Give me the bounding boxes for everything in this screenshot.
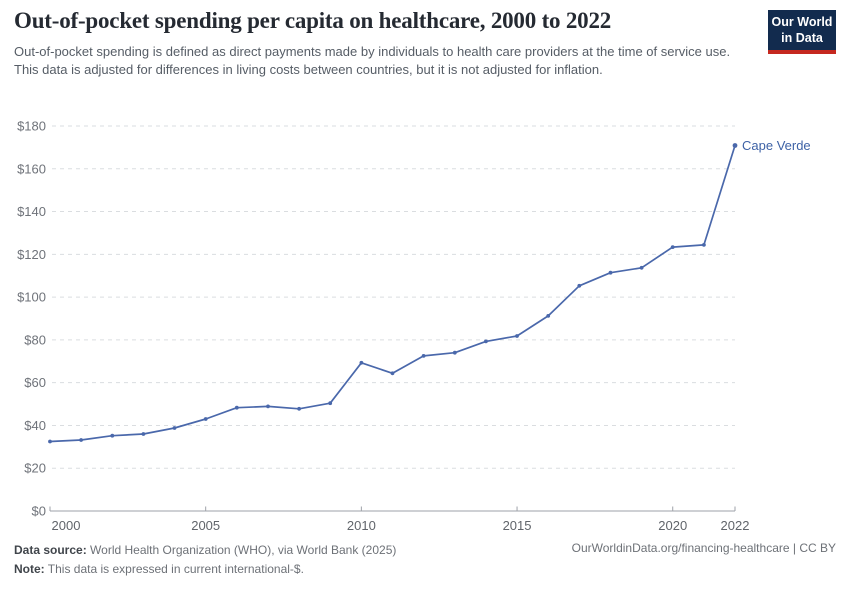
x-tick-label: 2000 [52, 518, 81, 533]
data-point[interactable] [172, 426, 177, 430]
data-point[interactable] [328, 401, 333, 406]
x-tick-label: 2010 [347, 518, 376, 533]
x-tick-label: 2005 [191, 518, 220, 533]
data-point[interactable] [203, 417, 208, 421]
y-tick-label: $20 [24, 461, 46, 476]
data-point[interactable] [359, 360, 364, 365]
footer-citation-link[interactable]: OurWorldinData.org/financing-healthcare … [571, 541, 836, 555]
data-point[interactable] [702, 243, 706, 247]
y-tick-label: $40 [24, 418, 46, 433]
data-point[interactable] [608, 270, 613, 275]
data-point[interactable] [390, 371, 395, 376]
data-source-label: Data source: [14, 543, 87, 557]
chart-header: Out-of-pocket spending per capita on hea… [14, 8, 759, 78]
x-tick-label: 2015 [503, 518, 532, 533]
data-point[interactable] [110, 433, 115, 438]
owid-logo-line2: in Data [781, 30, 823, 45]
y-tick-label: $100 [17, 290, 46, 305]
data-source-line: Data source: World Health Organization (… [14, 541, 396, 560]
chart-subtitle: Out-of-pocket spending is defined as dir… [14, 44, 731, 77]
footer-left: Data source: World Health Organization (… [14, 541, 396, 578]
y-tick-label: $160 [17, 161, 46, 176]
y-tick-label: $80 [24, 332, 46, 347]
data-point[interactable] [421, 354, 426, 358]
x-tick-label: 2022 [721, 518, 750, 533]
data-source-text: World Health Organization (WHO), via Wor… [86, 543, 397, 557]
data-line-cape-verde[interactable] [49, 144, 736, 443]
y-tick-label: $0 [32, 504, 46, 519]
y-tick-label: $120 [17, 247, 46, 262]
data-point[interactable] [670, 245, 675, 250]
data-point[interactable] [577, 283, 582, 288]
data-point[interactable] [48, 439, 52, 444]
entity-label: Cape Verde [742, 138, 811, 153]
data-point[interactable] [266, 404, 270, 409]
chart-title: Out-of-pocket spending per capita on hea… [14, 8, 612, 33]
y-tick-label: $60 [24, 375, 46, 390]
data-point[interactable] [639, 265, 644, 270]
data-point[interactable] [79, 438, 83, 442]
note-label: Note: [14, 561, 45, 576]
owid-logo[interactable]: Our World in Data [768, 10, 836, 54]
data-point[interactable] [484, 339, 488, 344]
end-data-point[interactable] [732, 143, 738, 148]
data-point[interactable] [452, 350, 457, 355]
y-tick-label: $180 [17, 119, 46, 134]
data-point[interactable] [515, 334, 519, 338]
x-tick-label: 2020 [658, 518, 687, 533]
note-text: This data is expressed in current intern… [44, 561, 304, 576]
note-line: Note: This data is expressed in current … [14, 560, 396, 579]
data-point[interactable] [234, 405, 239, 410]
data-point[interactable] [297, 406, 301, 411]
data-point[interactable] [141, 432, 146, 436]
data-point[interactable] [546, 314, 551, 318]
y-tick-label: $140 [17, 204, 46, 219]
owid-logo-line1: Our World [771, 15, 833, 29]
